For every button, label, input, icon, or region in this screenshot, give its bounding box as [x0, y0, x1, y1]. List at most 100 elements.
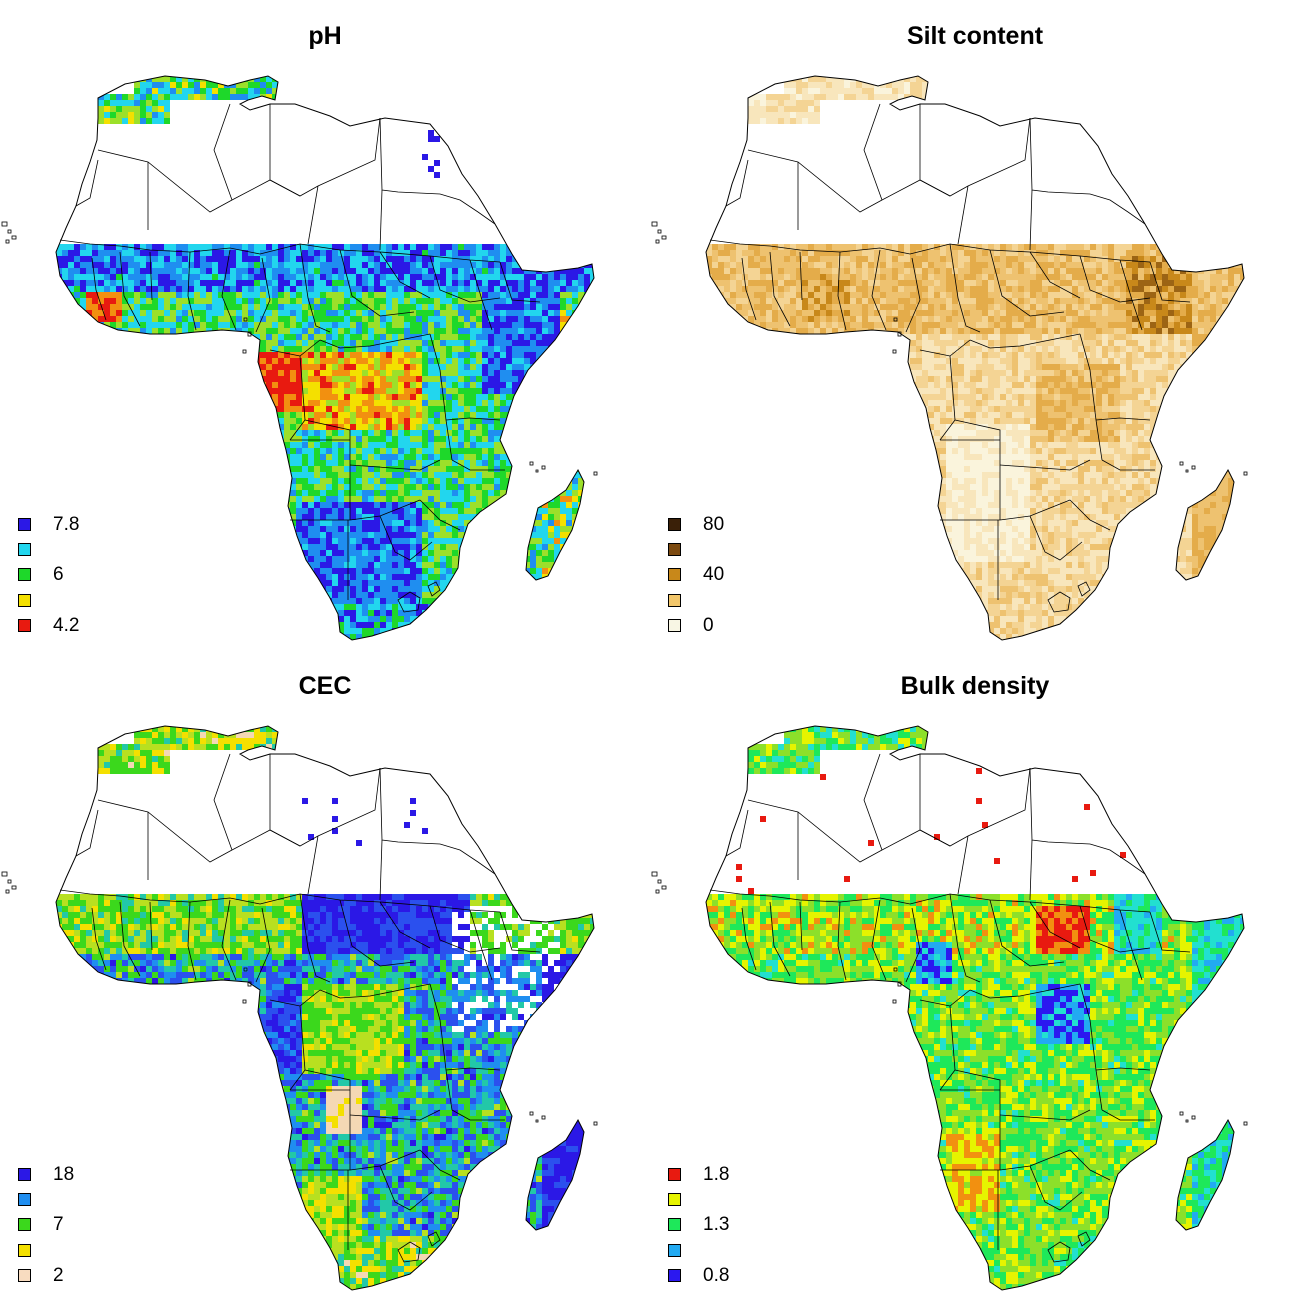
legend-label: 0.8 — [703, 1265, 729, 1287]
legend-swatch — [668, 568, 681, 582]
legend-label: 18 — [53, 1164, 74, 1186]
island — [1185, 1119, 1189, 1123]
africa-coastline — [55, 75, 595, 641]
legend-label: 6 — [53, 564, 64, 586]
soil-raster — [56, 726, 594, 1290]
legend-swatch — [18, 1243, 31, 1257]
legend-label: 40 — [703, 564, 724, 586]
island — [242, 999, 247, 1004]
soil-raster — [706, 76, 1244, 640]
country-borders — [59, 753, 541, 1263]
island — [529, 461, 534, 466]
island — [11, 885, 17, 890]
legend-label: 1.8 — [703, 1164, 729, 1186]
island — [1, 871, 8, 877]
island — [661, 235, 667, 240]
africa-coastline — [705, 75, 1245, 641]
island — [1243, 1121, 1248, 1126]
legend-label: 4.2 — [53, 615, 79, 637]
legend-swatch — [18, 1168, 31, 1181]
panel-cec: CEC 18 7 2 — [0, 650, 650, 1300]
island — [7, 229, 12, 234]
legend-swatch — [668, 518, 681, 531]
legend-swatch — [18, 568, 31, 582]
legend-swatch — [18, 1193, 31, 1207]
island — [243, 317, 248, 322]
soil-raster — [56, 76, 594, 640]
country-borders — [709, 753, 1191, 1263]
island — [1179, 461, 1184, 466]
island — [1191, 465, 1196, 470]
island — [651, 221, 658, 227]
island — [1, 221, 8, 227]
island — [5, 889, 10, 894]
legend-swatch — [668, 1218, 681, 1232]
africa-map — [651, 75, 1248, 641]
legend-label: 2 — [53, 1265, 64, 1287]
island — [535, 469, 539, 473]
legend-swatch — [668, 593, 681, 607]
panel-ph: pH 7.8 6 4.2 — [0, 0, 650, 650]
madagascar-coastline — [525, 468, 585, 581]
panel-title: pH — [0, 22, 650, 51]
legend-swatch — [668, 618, 681, 632]
island — [657, 879, 662, 884]
madagascar-coastline — [525, 1118, 585, 1231]
legend-label: 80 — [703, 514, 724, 536]
panel-title: Silt content — [650, 22, 1300, 51]
panel-silt-content: Silt content 80 40 0 — [650, 0, 1300, 650]
panel-title: CEC — [0, 672, 650, 701]
madagascar-coastline — [1175, 468, 1235, 581]
island — [1185, 469, 1189, 473]
island — [529, 1111, 534, 1116]
africa-coastline — [705, 725, 1245, 1291]
island — [1243, 471, 1248, 476]
legend-label: 1.3 — [703, 1214, 729, 1236]
panel-title: Bulk density — [650, 672, 1300, 701]
island — [247, 981, 252, 987]
island — [892, 999, 897, 1004]
legend-swatch — [18, 1268, 31, 1282]
island — [242, 349, 247, 354]
legend-swatch — [18, 543, 31, 557]
island — [593, 471, 598, 476]
africa-map — [651, 725, 1248, 1291]
island — [892, 349, 897, 354]
legend-label: 0 — [703, 615, 714, 637]
africa-map — [1, 75, 598, 641]
island — [593, 1121, 598, 1126]
legend-swatch — [18, 593, 31, 607]
island — [5, 239, 10, 244]
island — [1179, 1111, 1184, 1116]
legend-label: 7.8 — [53, 514, 79, 536]
soil-raster — [706, 726, 1244, 1290]
island — [11, 235, 17, 240]
legend-swatch — [668, 1193, 681, 1207]
island — [897, 331, 902, 337]
madagascar-coastline — [1175, 1118, 1235, 1231]
island — [893, 317, 898, 322]
legend-swatch — [668, 1243, 681, 1257]
africa-coastline — [55, 725, 595, 1291]
island — [535, 1119, 539, 1123]
island — [243, 967, 248, 972]
island — [661, 885, 667, 890]
legend-swatch — [18, 1218, 31, 1232]
island — [541, 465, 546, 470]
island — [657, 229, 662, 234]
island — [247, 331, 252, 337]
country-borders — [59, 103, 541, 613]
legend-swatch — [668, 1268, 681, 1282]
country-borders — [709, 103, 1191, 613]
legend-label: 7 — [53, 1214, 64, 1236]
legend-swatch — [668, 1168, 681, 1181]
island — [893, 967, 898, 972]
island — [651, 871, 658, 877]
island — [1191, 1115, 1196, 1120]
island — [655, 239, 660, 244]
legend-swatch — [18, 518, 31, 531]
island — [897, 981, 902, 987]
island — [541, 1115, 546, 1120]
africa-map — [1, 725, 598, 1291]
island — [7, 879, 12, 884]
